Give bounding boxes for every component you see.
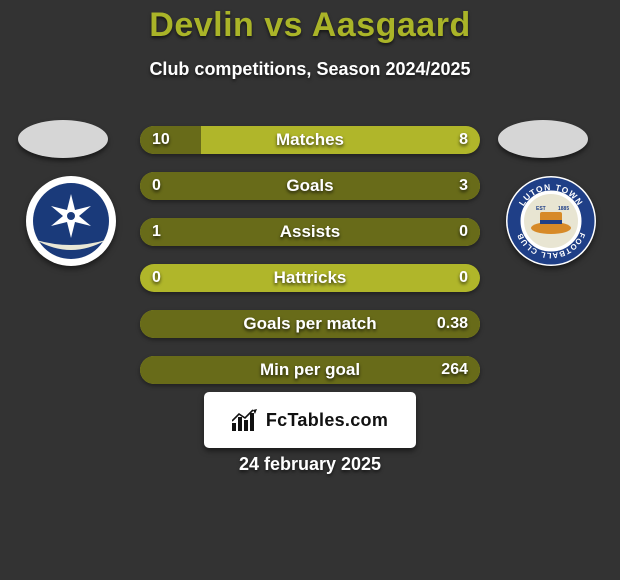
player-photo-left — [18, 120, 108, 158]
stat-value-left: 0 — [152, 172, 161, 200]
stat-label: Hattricks — [140, 264, 480, 292]
comparison-title: Devlin vs Aasgaard — [0, 6, 620, 45]
stat-label: Goals — [140, 172, 480, 200]
fctables-attribution: FcTables.com — [204, 392, 416, 448]
stat-value-left: 1 — [152, 218, 161, 246]
stat-row: Assists1 0 — [140, 218, 480, 246]
stat-value-left: 0 — [152, 264, 161, 292]
stat-value-right: 0 — [459, 218, 468, 246]
stat-label: Min per goal — [140, 356, 480, 384]
stat-value-right: 8 — [459, 126, 468, 154]
luton-town-crest-svg: LUTON TOWN FOOTBALL CLUB EST 1885 — [506, 176, 596, 266]
date-text: 24 february 2025 — [0, 454, 620, 475]
stat-label: Goals per match — [140, 310, 480, 338]
portsmouth-crest-svg — [26, 176, 116, 266]
stat-row: Goals0 3 — [140, 172, 480, 200]
stat-row: Goals per match0.38 — [140, 310, 480, 338]
club-crest-right: LUTON TOWN FOOTBALL CLUB EST 1885 — [506, 176, 596, 266]
fctables-label: FcTables.com — [266, 410, 388, 431]
stat-row: Matches10 8 — [140, 126, 480, 154]
stat-value-right: 0 — [459, 264, 468, 292]
stat-value-right: 0.38 — [437, 310, 468, 338]
stat-row: Min per goal264 — [140, 356, 480, 384]
stat-value-right: 264 — [441, 356, 468, 384]
stat-label: Assists — [140, 218, 480, 246]
club-crest-left — [26, 176, 116, 266]
stat-value-left: 10 — [152, 126, 170, 154]
comparison-subtitle: Club competitions, Season 2024/2025 — [0, 59, 620, 80]
crest-right-est: EST — [536, 206, 546, 212]
crest-right-year: 1885 — [558, 206, 569, 212]
stat-label: Matches — [140, 126, 480, 154]
player-photo-right — [498, 120, 588, 158]
bar-chart-icon — [232, 409, 260, 431]
stat-value-right: 3 — [459, 172, 468, 200]
stat-row: Hattricks0 0 — [140, 264, 480, 292]
